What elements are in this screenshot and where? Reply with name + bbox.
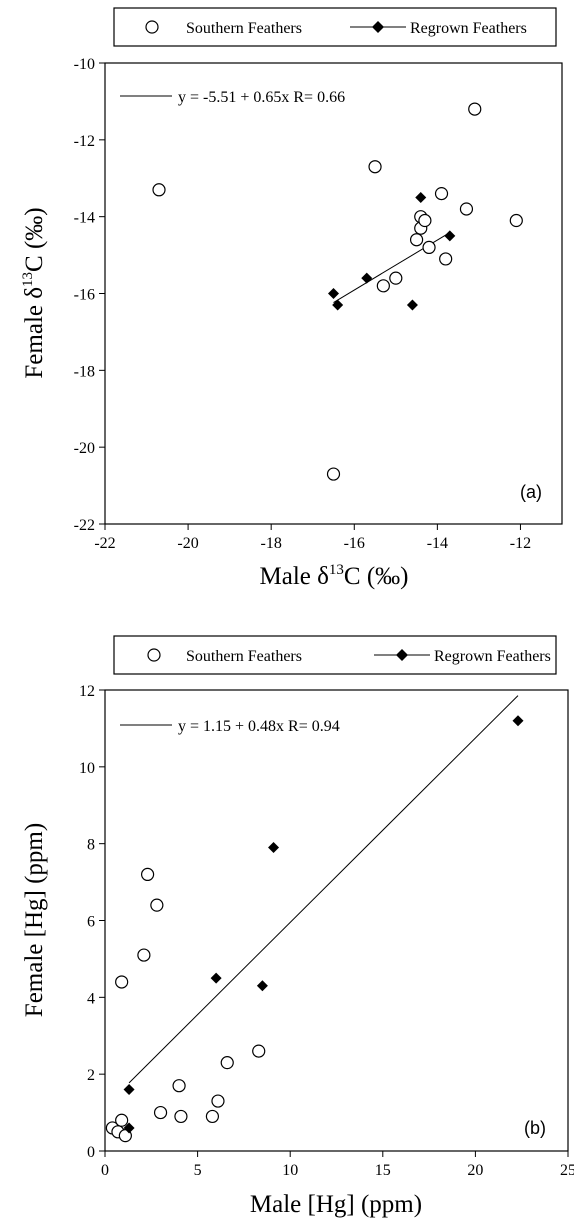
point-southern-feathers — [152, 183, 166, 197]
point-southern-feathers — [459, 202, 474, 216]
panel-b: Southern Feathers Regrown Feathers 0 5 10 1… — [21, 635, 574, 1218]
x-axis-title-b: Male [Hg] (ppm) — [250, 1191, 422, 1218]
point-southern-feathers — [205, 1109, 220, 1124]
point-southern-feathers — [150, 898, 164, 912]
legend-label-southern-b: Southern Feathers — [186, 648, 302, 665]
legend-label-regrown-b: Regrown Feathers — [434, 648, 551, 665]
panel-label-b: (b) — [524, 1118, 546, 1138]
y-tick-label: 6 — [87, 914, 95, 931]
panel-a: Southern Feathers Regrown Feathers -22 -2… — [20, 7, 563, 590]
x-tick-label: -16 — [344, 535, 365, 552]
point-regrown-feathers — [328, 288, 339, 299]
legend-label-southern-a: Southern Feathers — [186, 20, 302, 37]
point-southern-feathers — [252, 1044, 266, 1058]
x-tick-label: 5 — [194, 1162, 202, 1179]
point-regrown-feathers — [123, 1084, 135, 1096]
regression-label-b: y = 1.15 + 0.48x R= 0.94 — [178, 718, 340, 735]
x-tick-label: 0 — [101, 1162, 109, 1179]
y-tick-label: -16 — [74, 287, 95, 304]
regression-label-a: y = -5.51 + 0.65x R= 0.66 — [178, 89, 345, 106]
y-tick-label: 10 — [79, 760, 95, 777]
point-southern-feathers — [376, 279, 390, 293]
legend-diamond-icon-b — [396, 649, 408, 661]
y-tick-label: -12 — [74, 133, 95, 150]
x-tick-label: -20 — [177, 535, 198, 552]
point-southern-feathers — [220, 1056, 234, 1070]
point-regrown-feathers — [512, 715, 524, 727]
point-southern-feathers — [115, 975, 129, 989]
y-tick-label: 12 — [79, 683, 95, 700]
x-tick-label: 20 — [467, 1162, 483, 1179]
y-tick-label: 2 — [87, 1067, 95, 1084]
point-southern-feathers — [115, 1113, 129, 1127]
panel-label-a: (a) — [520, 482, 542, 502]
point-regrown-feathers — [210, 972, 222, 984]
point-southern-feathers — [326, 467, 341, 481]
legend-label-regrown-a: Regrown Feathers — [410, 20, 527, 37]
point-southern-feathers — [389, 271, 403, 285]
y-tick-label: 4 — [87, 990, 95, 1007]
point-southern-feathers — [422, 240, 436, 254]
point-southern-feathers — [153, 1105, 168, 1120]
x-tick-label: 25 — [560, 1162, 574, 1179]
points-a — [152, 102, 523, 481]
legend-circle-icon-a — [145, 20, 159, 34]
x-tick-label: -14 — [427, 535, 448, 552]
point-regrown-feathers — [406, 299, 418, 311]
point-southern-feathers — [434, 187, 449, 201]
y-tick-label: -18 — [74, 363, 95, 380]
legend-box-a — [113, 7, 557, 47]
point-southern-feathers — [368, 160, 382, 174]
point-regrown-feathers — [332, 299, 344, 311]
point-regrown-feathers — [268, 842, 280, 854]
legend-box-b — [113, 635, 557, 675]
ticks-b: 0 5 10 15 20 25 0 2 4 6 8 10 12 — [79, 683, 574, 1179]
legend-diamond-icon-a — [372, 21, 384, 33]
point-southern-feathers — [468, 102, 482, 116]
y-tick-label: 8 — [87, 837, 95, 854]
point-southern-feathers — [211, 1094, 225, 1108]
y-tick-label: -14 — [74, 210, 95, 227]
x-axis-title-a: Male δ13C (‰) — [260, 562, 409, 590]
point-regrown-feathers — [415, 191, 427, 203]
point-regrown-feathers — [123, 1122, 135, 1134]
point-southern-feathers — [137, 948, 151, 962]
point-southern-feathers — [439, 252, 453, 266]
y-axis-title-b: Female [Hg] (ppm) — [21, 823, 48, 1017]
point-regrown-feathers — [444, 230, 456, 242]
x-tick-label: -12 — [510, 535, 531, 552]
point-southern-feathers — [174, 1109, 188, 1124]
point-regrown-feathers — [361, 272, 373, 284]
point-southern-feathers — [418, 213, 432, 228]
y-tick-label: -10 — [74, 56, 95, 73]
point-southern-feathers — [140, 867, 155, 882]
point-southern-feathers — [409, 233, 424, 247]
point-regrown-feathers — [256, 980, 268, 992]
regression-b — [128, 695, 519, 1084]
regression-line — [128, 695, 519, 1084]
points-b — [105, 715, 524, 1143]
ticks-a: -22 -20 -18 -16 -14 -12 -22 -20 -18 -16 -14 -12 -10 — [74, 56, 531, 552]
x-tick-label: -18 — [261, 535, 282, 552]
x-tick-label: -22 — [94, 535, 115, 552]
legend-circle-icon-b — [147, 648, 161, 662]
y-tick-label: -20 — [74, 440, 95, 457]
x-tick-label: 15 — [375, 1162, 391, 1179]
point-southern-feathers — [172, 1079, 186, 1093]
y-tick-label: -22 — [74, 517, 95, 534]
y-axis-title-a: Female δ13C (‰) — [20, 207, 48, 378]
point-southern-feathers — [509, 213, 523, 228]
y-tick-label: 0 — [87, 1144, 95, 1161]
x-tick-label: 10 — [282, 1162, 298, 1179]
